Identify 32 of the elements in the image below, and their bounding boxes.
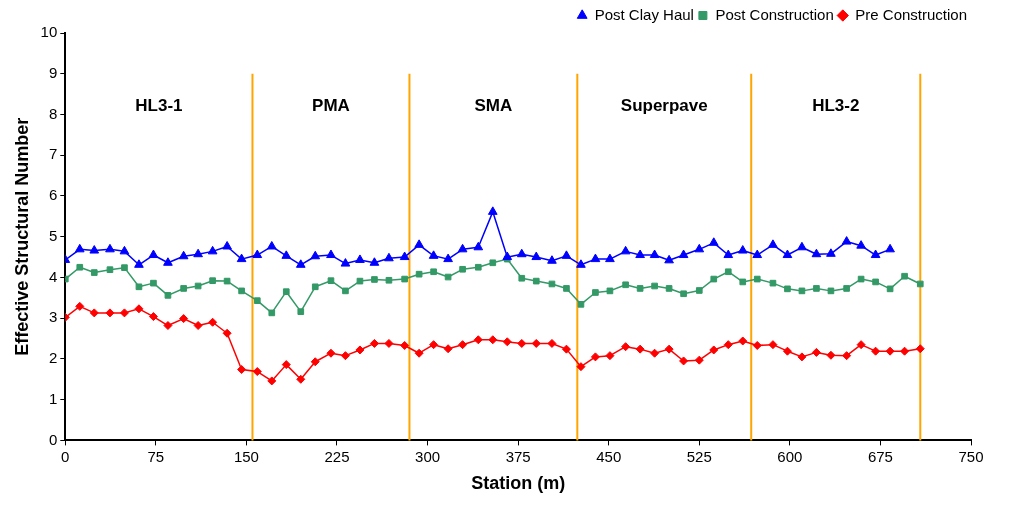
x-tick-label: 600 [777,447,803,465]
y-tick-label: 0 [48,430,58,448]
y-tick-label: 5 [48,226,58,244]
x-tick-label: 300 [415,447,441,465]
y-tick-label: 2 [48,349,58,367]
x-tick-label: 675 [867,447,893,465]
y-tick-label: 6 [48,186,58,204]
x-tick-label: 450 [596,447,622,465]
legend-label: Pre Construction [855,5,967,23]
legend-label: Post Construction [715,5,834,23]
x-tick-label: 0 [61,447,70,465]
annotation: PMA [312,96,350,116]
x-tick-label: 150 [233,447,259,465]
y-tick-label: 10 [40,23,58,41]
y-axis-title: Effective Structural Number [11,117,32,356]
y-tick-label: 8 [48,104,58,122]
y-tick-label: 1 [48,389,58,407]
x-tick-label: 525 [686,447,712,465]
x-tick-label: 225 [324,447,350,465]
y-tick-label: 3 [48,308,58,326]
x-tick-label: 375 [505,447,531,465]
y-tick-label: 7 [48,145,58,163]
legend-label: Post Clay Haul [594,5,694,23]
y-tick-label: 9 [48,63,58,81]
x-tick-label: 750 [958,447,984,465]
annotation: HL3-1 [135,96,183,116]
annotation: Superpave [620,96,708,116]
y-tick-label: 4 [48,267,58,285]
x-tick-label: 75 [147,447,165,465]
annotation: HL3-2 [812,96,860,116]
annotation: SMA [474,96,513,116]
x-axis-title: Station (m) [471,473,566,494]
